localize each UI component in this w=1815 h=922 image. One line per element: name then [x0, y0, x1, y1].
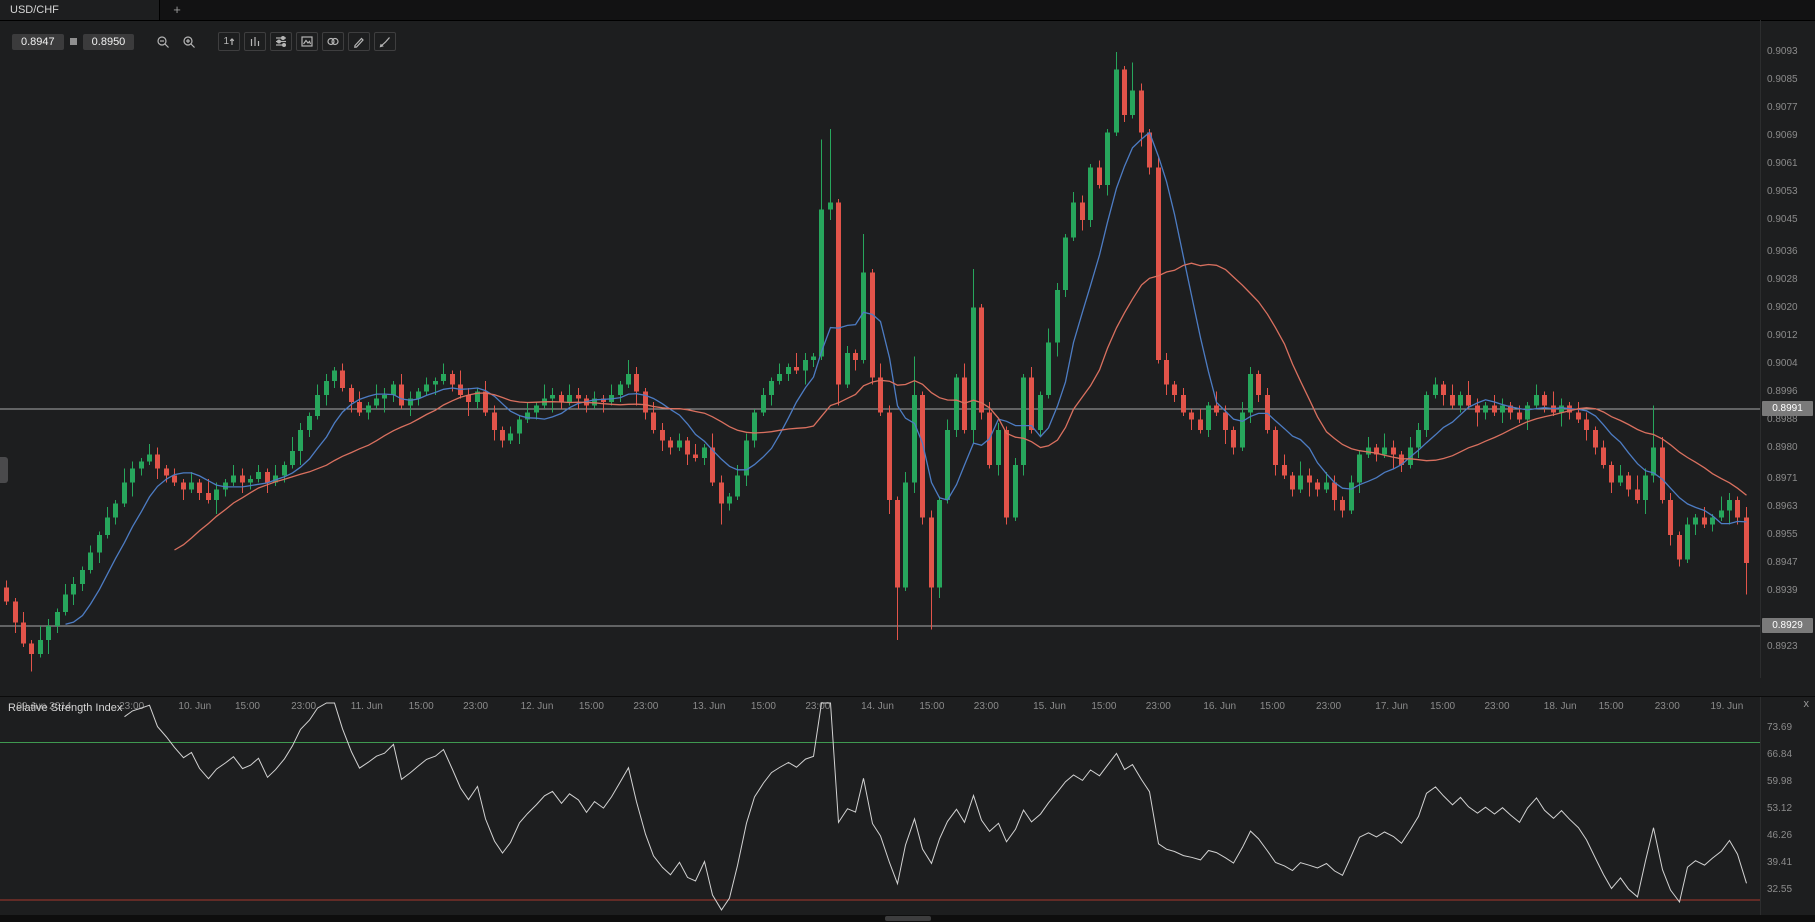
rsi-panel-title: Relative Strength Index	[8, 702, 123, 714]
time-axis-label: 15:00	[234, 701, 260, 712]
price-axis-label: 0.9045	[1767, 214, 1798, 225]
new-chart-tab-button[interactable]: +	[173, 2, 181, 17]
annotate-icon	[354, 37, 365, 48]
time-axis-label: 23:00	[1484, 701, 1510, 712]
rsi-axis-label: 59.98	[1767, 775, 1793, 787]
timeframe-arrow-icon	[229, 37, 235, 45]
price-axis-label: 0.8947	[1767, 557, 1798, 568]
price-axis-label: 0.9053	[1767, 186, 1798, 197]
panel-resize-handle[interactable]	[884, 916, 931, 921]
price-axis-label: 0.8996	[1767, 385, 1798, 397]
time-axis[interactable]: 09 Jun 2014 23:00 10. Jun 15:00 23:00 11. Jun…	[0, 698, 1760, 716]
price-axis-label: 0.8980	[1767, 441, 1798, 453]
rsi-close-button[interactable]: x	[1803, 698, 1810, 710]
rsi-axis-label: 53.12	[1767, 803, 1793, 814]
time-axis-label: 15:00	[1091, 701, 1117, 712]
time-axis-label: 15:00	[1430, 701, 1456, 712]
price-axis-label: 0.8939	[1767, 585, 1798, 596]
rsi-axis-label: 46.26	[1767, 830, 1793, 841]
price-axis-label: 0.9085	[1767, 74, 1798, 85]
time-axis-label: 23:00	[805, 701, 831, 712]
time-axis-label: 23:00	[633, 701, 659, 712]
chart-tab-label: USD/CHF	[10, 4, 59, 16]
time-axis-label: 19. Jun	[1710, 701, 1744, 712]
link-charts-icon	[327, 37, 339, 46]
rsi-chart-canvas[interactable]	[0, 697, 1760, 916]
templates-icon	[301, 36, 313, 47]
draw-button[interactable]	[374, 32, 397, 51]
chart-tab-usdchf[interactable]: USD/CHF	[0, 0, 160, 20]
time-axis-label: 15:00	[750, 701, 776, 712]
price-axis-label: 0.9012	[1767, 329, 1798, 341]
time-axis-label: 14. Jun	[861, 701, 894, 712]
rsi-panel: Relative Strength Index x 73.69 66.84 59.9…	[0, 696, 1815, 916]
price-axis-label: 0.9036	[1767, 245, 1798, 257]
time-axis-label: 16. Jun	[1203, 701, 1237, 712]
rsi-axis-label: 66.84	[1767, 748, 1793, 760]
time-axis-label: 23:00	[119, 701, 145, 712]
time-axis-label: 23:00	[1654, 701, 1680, 712]
time-axis-label: 10. Jun	[178, 701, 212, 712]
chart-type-button[interactable]	[244, 32, 267, 51]
templates-button[interactable]	[296, 32, 319, 51]
price-axis-label: 0.9028	[1767, 273, 1798, 285]
price-axis-label: 0.8971	[1767, 473, 1798, 484]
rsi-axis-label: 32.55	[1767, 884, 1793, 895]
time-axis-label: 13. Jun	[692, 701, 726, 712]
price-line-badge[interactable]: 0.8991	[1762, 401, 1813, 416]
time-axis-label: 15:00	[408, 701, 434, 712]
time-axis-label: 15:00	[1598, 701, 1624, 712]
time-axis-label: 23:00	[1316, 701, 1342, 712]
chart-toolbar: 0.8947 0.8950 1	[12, 32, 397, 51]
collapse-panel-handle[interactable]	[0, 457, 8, 483]
ask-price: 0.8950	[82, 33, 135, 50]
price-axis-label: 0.9069	[1767, 130, 1798, 141]
price-axis-label: 0.8923	[1767, 641, 1798, 652]
bid-price: 0.8947	[12, 33, 64, 50]
rsi-axis[interactable]: 73.69 66.84 59.98 53.12 46.26 39.41 32.55	[1760, 697, 1815, 916]
bottom-bar	[0, 915, 1815, 922]
link-charts-button[interactable]	[322, 32, 345, 51]
zoom-out-icon	[157, 35, 170, 48]
zoom-in-button[interactable]	[178, 32, 200, 51]
time-axis-label: 15:00	[578, 701, 604, 712]
time-axis-label: 15:00	[919, 701, 945, 712]
time-axis-label: 09 Jun 2014	[16, 701, 72, 712]
price-axis-label: 0.9077	[1767, 102, 1798, 113]
time-axis-label: 11. Jun	[350, 701, 383, 712]
tab-bar: USD/CHF +	[0, 0, 1815, 21]
time-axis-label: 23:00	[291, 701, 317, 712]
time-axis-label: 17. Jun	[1375, 701, 1409, 712]
time-axis-label: 12. Jun	[520, 701, 554, 712]
price-axis-label: 0.9020	[1767, 301, 1798, 313]
price-axis-label: 0.9061	[1767, 158, 1798, 169]
rsi-axis-label: 39.41	[1767, 856, 1793, 868]
price-axis-label: 0.9093	[1767, 46, 1798, 57]
time-axis-label: 23:00	[463, 701, 489, 712]
price-chart-panel: 0.9093 0.9085 0.9077 0.9069 0.9061 0.9053 0.90…	[0, 20, 1815, 712]
annotate-button[interactable]	[348, 32, 371, 51]
zoom-in-icon	[183, 35, 196, 48]
time-axis-label: 15:00	[1259, 701, 1285, 712]
draw-icon	[379, 37, 391, 48]
price-axis-label: 0.8955	[1767, 529, 1798, 540]
time-axis-label: 23:00	[973, 701, 999, 712]
spread-indicator-icon	[69, 38, 77, 45]
timeframe-icon: 1	[223, 35, 230, 47]
price-axis-label: 0.9004	[1767, 357, 1798, 369]
price-axis[interactable]: 0.9093 0.9085 0.9077 0.9069 0.9061 0.9053 0.90…	[1760, 20, 1815, 678]
price-line-badge[interactable]: 0.8929	[1762, 618, 1813, 633]
time-axis-label: 18. Jun	[1543, 701, 1577, 712]
time-axis-label: 15. Jun	[1033, 701, 1066, 712]
time-axis-label: 23:00	[1145, 701, 1171, 712]
indicators-button[interactable]	[270, 32, 293, 51]
price-axis-label: 0.8988	[1767, 413, 1798, 425]
indicators-icon	[276, 36, 287, 48]
price-axis-label: 0.8963	[1767, 501, 1798, 512]
chart-type-icon	[251, 37, 260, 46]
rsi-axis-label: 73.69	[1767, 722, 1793, 733]
timeframe-button[interactable]: 1	[218, 32, 241, 51]
zoom-out-button[interactable]	[152, 32, 174, 51]
price-chart-canvas[interactable]	[0, 20, 1760, 678]
